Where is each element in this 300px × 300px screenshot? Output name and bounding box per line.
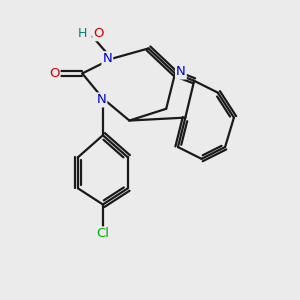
Text: Cl: Cl [96,227,110,240]
Text: N: N [97,93,106,106]
Text: O: O [49,67,60,80]
Text: O: O [93,27,104,40]
Text: N: N [102,52,112,65]
Text: H: H [78,27,87,40]
Text: N: N [176,65,186,79]
